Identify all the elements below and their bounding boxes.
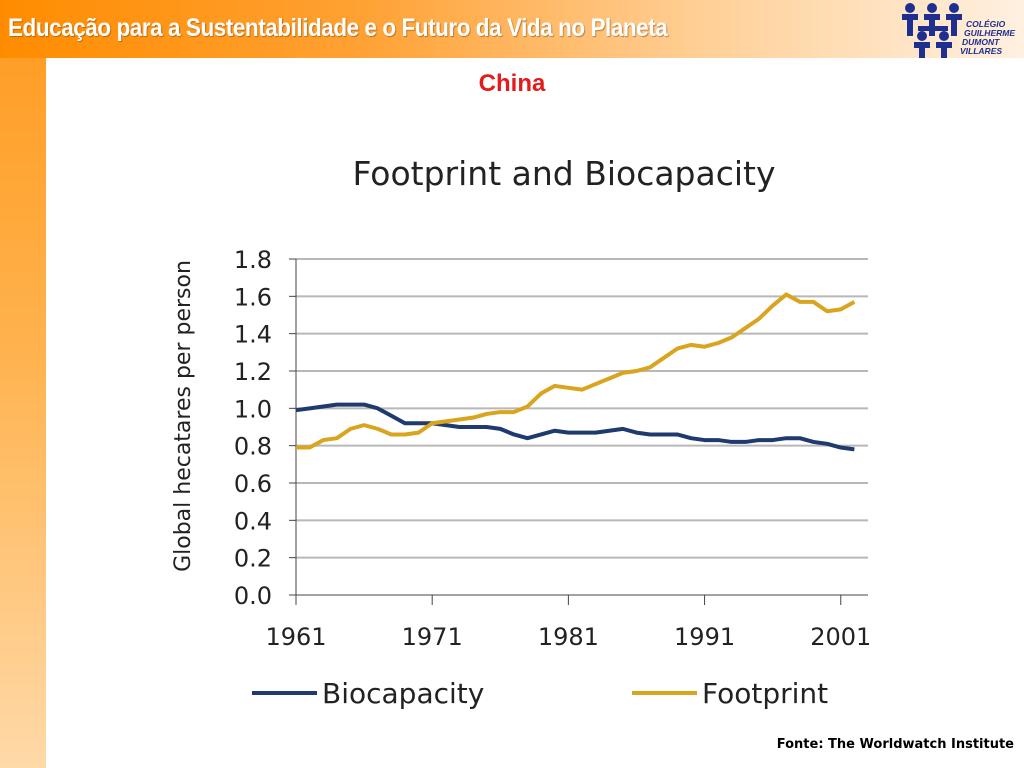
logo-text-line: GUILHERME <box>964 28 1015 38</box>
y-tick-label: 1.2 <box>234 358 272 386</box>
logo-text-line: COLÉGIO <box>966 19 1006 29</box>
x-tick-label: 1991 <box>674 623 735 651</box>
y-tick-label: 0.0 <box>234 582 272 610</box>
legend-label: Biocapacity <box>322 677 484 710</box>
series-line-footprint <box>296 292 856 450</box>
y-tick-label: 0.6 <box>234 470 272 498</box>
slide-subtitle: China <box>478 70 546 97</box>
logo-text-line: DUMONT <box>962 37 1000 47</box>
y-tick-label: 1.6 <box>234 283 272 311</box>
y-axis-label: Global hecatares per person <box>171 260 196 572</box>
y-tick-label: 0.2 <box>234 545 272 573</box>
x-tick-label: 1981 <box>538 623 599 651</box>
x-tick-label: 1971 <box>402 623 463 651</box>
left-accent-bar <box>0 0 46 768</box>
header-title: Educação para a Sustentabilidade e o Fut… <box>8 14 668 42</box>
logo-mark-icon <box>902 3 962 58</box>
y-tick-label: 1.8 <box>234 246 272 274</box>
logo-text-line: VILLARES <box>960 46 1003 56</box>
y-tick-label: 1.4 <box>234 321 272 349</box>
x-tick-label: 1961 <box>265 623 326 651</box>
series-line-biocapacity <box>295 402 855 452</box>
footprint-biocapacity-chart: Footprint and Biocapacity Global hecatar… <box>171 154 871 710</box>
y-tick-label: 0.4 <box>234 507 272 535</box>
y-tick-label: 0.8 <box>234 433 272 461</box>
x-tick-label: 2001 <box>810 623 871 651</box>
legend-label: Footprint <box>702 677 828 710</box>
source-citation: Fonte: The Worldwatch Institute <box>776 737 1014 752</box>
y-tick-label: 1.0 <box>234 395 272 423</box>
chart-title: Footprint and Biocapacity <box>352 154 775 193</box>
header-bar: Educação para a Sustentabilidade e o Fut… <box>0 0 1024 58</box>
school-logo: COLÉGIO GUILHERME DUMONT VILLARES <box>898 2 1022 58</box>
